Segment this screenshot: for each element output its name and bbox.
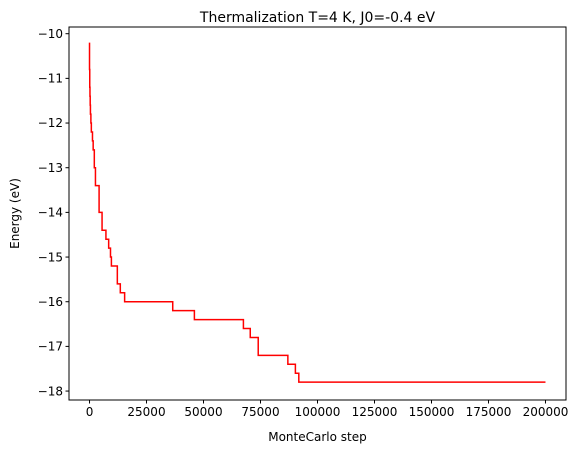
y-tick-label: −13: [38, 161, 63, 175]
y-tick-label: −12: [38, 116, 63, 130]
series-line-0: [88, 42, 546, 383]
y-axis-label: Energy (eV): [8, 178, 22, 249]
x-tick-label: 150000: [409, 405, 455, 419]
x-tick-label: 200000: [523, 405, 569, 419]
y-tick-label: −15: [38, 250, 63, 264]
y-tick-label: −10: [38, 27, 63, 41]
y-tick-label: −11: [38, 72, 63, 86]
x-tick-label: 175000: [466, 405, 512, 419]
plot-frame: [68, 26, 567, 401]
x-tick-label: 0: [86, 405, 94, 419]
y-tick-label: −14: [38, 206, 63, 220]
y-tick-label: −17: [38, 340, 63, 354]
x-tick-label: 75000: [241, 405, 279, 419]
x-tick-label: 125000: [352, 405, 398, 419]
chart-title: Thermalization T=4 K, J0=-0.4 eV: [199, 10, 436, 26]
plot-area: [88, 42, 546, 383]
y-tick-label: −18: [38, 384, 63, 398]
x-tick-label: 100000: [295, 405, 341, 419]
x-axis-label: MonteCarlo step: [268, 430, 367, 444]
axes-ticks: 0 25000 50000 75000 100000 125000 150000 175000…: [38, 27, 569, 419]
x-tick-label: 25000: [127, 405, 165, 419]
x-tick-label: 50000: [184, 405, 222, 419]
y-tick-label: −16: [38, 295, 63, 309]
